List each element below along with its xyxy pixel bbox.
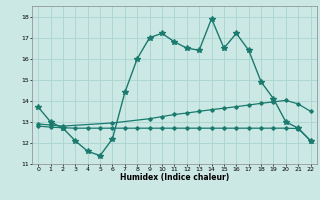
X-axis label: Humidex (Indice chaleur): Humidex (Indice chaleur) — [120, 173, 229, 182]
